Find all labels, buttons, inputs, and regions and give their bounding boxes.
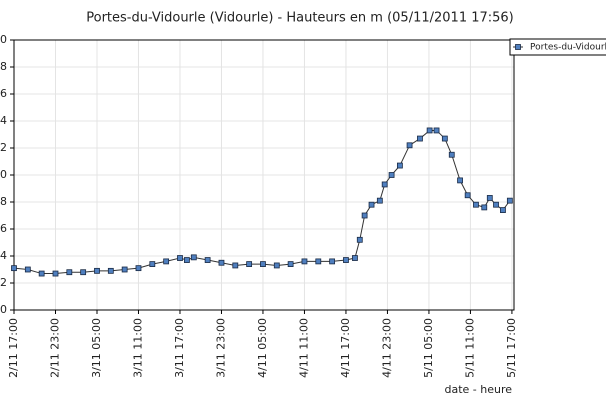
data-point	[448, 151, 455, 158]
data-point	[356, 236, 363, 243]
legend: Portes-du-Vidourle	[509, 38, 606, 56]
data-point	[80, 269, 87, 276]
data-point	[352, 255, 358, 261]
data-point	[232, 262, 239, 269]
x-tick-label: 5/11 05:00	[422, 318, 435, 378]
data-point	[361, 212, 368, 219]
x-tick-label: 5/11 11:00	[463, 318, 476, 378]
data-point	[368, 201, 375, 208]
legend-box	[509, 38, 606, 56]
y-tick-label: 0	[0, 303, 7, 316]
data-point	[121, 266, 128, 273]
plot-frame	[13, 39, 515, 311]
data-point	[183, 257, 190, 263]
data-point	[301, 258, 308, 265]
y-tick-label: 8	[0, 195, 7, 208]
x-tick-label: 2/11 23:00	[48, 318, 61, 378]
data-point	[204, 257, 211, 263]
y-tick-label: 2	[0, 276, 7, 289]
y-tick-label: 2	[0, 141, 7, 154]
data-point	[149, 261, 156, 268]
data-point	[457, 177, 463, 184]
data-point	[486, 195, 493, 201]
y-tick-label: 6	[0, 222, 7, 235]
x-axis-label: date - heure	[444, 383, 512, 396]
data-point	[343, 257, 349, 263]
x-tick-label: 4/11 23:00	[380, 318, 393, 378]
data-point	[52, 270, 59, 277]
data-point	[315, 258, 322, 265]
x-tick-label: 2/11 17:00	[7, 318, 20, 378]
x-tick-label: 5/11 17:00	[505, 318, 518, 378]
data-point	[218, 259, 225, 266]
x-tick-label: 4/11 11:00	[297, 318, 310, 378]
y-tick-label: 0	[0, 168, 7, 181]
y-tick-label: 0	[0, 33, 7, 46]
data-point	[273, 262, 280, 269]
data-point	[260, 261, 266, 268]
chart-title: Portes-du-Vidourle (Vidourle) - Hauteurs…	[86, 11, 514, 26]
legend-swatch	[515, 44, 521, 50]
data-point	[246, 261, 253, 268]
data-point	[38, 270, 45, 277]
data-point	[329, 258, 336, 265]
data-point	[381, 181, 388, 188]
data-point	[11, 265, 17, 272]
data-point	[500, 207, 506, 214]
data-point	[177, 255, 183, 261]
x-tick-label: 3/11 05:00	[90, 318, 103, 378]
data-point	[388, 172, 395, 178]
x-tick-label: 3/11 11:00	[131, 318, 144, 378]
x-tick-label: 4/11 05:00	[256, 318, 269, 378]
data-point	[135, 265, 142, 272]
x-tick-label: 3/11 17:00	[173, 318, 186, 378]
data-point	[473, 201, 479, 208]
legend-label: Portes-du-Vidourle	[530, 43, 606, 53]
data-point	[163, 258, 170, 265]
x-tick-label: 4/11 17:00	[339, 318, 352, 378]
data-point	[24, 266, 31, 273]
data-point	[66, 269, 73, 276]
data-point	[94, 267, 100, 274]
data-point	[406, 142, 413, 149]
data-point	[396, 162, 403, 169]
data-point	[441, 135, 448, 142]
y-tick-label: 4	[0, 114, 7, 127]
data-point	[107, 267, 114, 274]
x-tick-label: 3/11 23:00	[214, 318, 227, 378]
data-point	[506, 197, 513, 204]
data-point	[376, 197, 383, 204]
data-point	[433, 127, 440, 134]
data-point	[426, 127, 433, 134]
data-point	[190, 254, 197, 261]
y-tick-label: 4	[0, 249, 7, 262]
data-point	[417, 135, 423, 142]
y-tick-label: 8	[0, 60, 7, 73]
y-tick-label: 6	[0, 87, 7, 100]
data-point	[481, 204, 488, 211]
data-point	[287, 261, 294, 268]
data-point	[464, 192, 471, 199]
data-point	[493, 201, 499, 208]
